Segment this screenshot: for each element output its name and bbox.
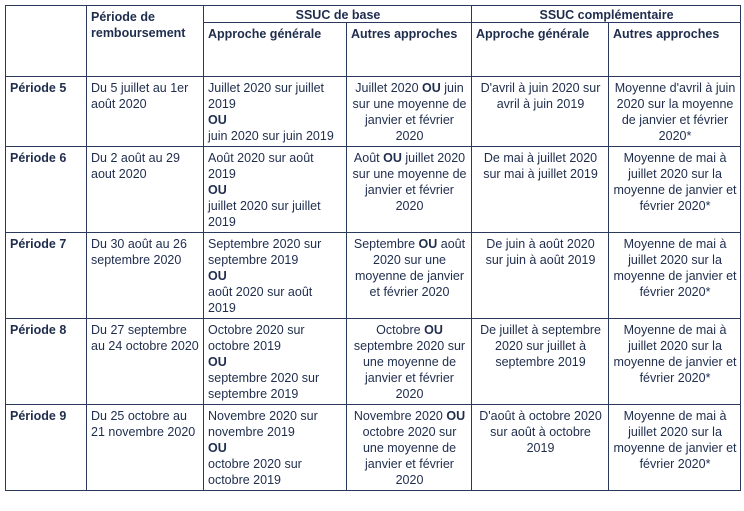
reimbursement-table-container: Période de remboursement SSUC de base SS… [5, 5, 742, 491]
base-general-option-a: Octobre 2020 sur octobre 2019 [208, 323, 305, 353]
base-autres-approches-header: Autres approches [345, 22, 473, 77]
period-dates: Du 2 août au 29 aout 2020 [86, 146, 204, 233]
comp-general-cell: De mai à juillet 2020 sur mai à juillet … [471, 146, 610, 233]
base-general-option-a: Novembre 2020 sur novembre 2019 [208, 409, 318, 439]
base-general-option-b: septembre 2020 sur septembre 2019 [208, 371, 320, 401]
comp-other-cell: Moyenne de mai à juillet 2020 sur la moy… [608, 404, 742, 491]
base-other-option-a: Octobre [376, 323, 421, 337]
or-keyword: OU [383, 151, 402, 165]
base-general-option-a: Juillet 2020 sur juillet 2019 [208, 81, 325, 111]
base-other-cell: Octobre OU septembre 2020 sur une moyenn… [345, 318, 473, 405]
ssuc-complementaire-header: SSUC complémentaire [471, 5, 742, 23]
row-label: Période 5 [5, 76, 87, 147]
base-general-option-a: Août 2020 sur août 2019 [208, 151, 314, 181]
base-other-option-b: juillet 2020 sur une moyenne de janvier … [352, 151, 467, 213]
corner-empty-cell [5, 5, 87, 77]
base-other-cell: Juillet 2020 OU juin sur une moyenne de … [345, 76, 473, 147]
row-label: Période 9 [5, 404, 87, 491]
comp-general-cell: D'avril à juin 2020 sur avril à juin 201… [471, 76, 610, 147]
or-keyword: OU [208, 355, 227, 369]
comp-general-cell: D'août à octobre 2020 sur août à octobre… [471, 404, 610, 491]
or-keyword: OU [208, 269, 227, 283]
comp-general-cell: De juillet à septembre 2020 sur juillet … [471, 318, 610, 405]
reimbursement-periods-table: Période de remboursement SSUC de base SS… [5, 5, 742, 491]
or-keyword: OU [208, 441, 227, 455]
period-dates: Du 25 octobre au 21 novembre 2020 [86, 404, 204, 491]
or-keyword: OU [424, 323, 443, 337]
base-other-option-b: octobre 2020 sur une moyenne de janvier … [362, 425, 457, 487]
base-general-cell: Octobre 2020 sur octobre 2019 OU septemb… [203, 318, 347, 405]
row-label: Période 7 [5, 232, 87, 319]
base-general-cell: Novembre 2020 sur novembre 2019 OU octob… [203, 404, 347, 491]
base-other-option-b: août 2020 sur une moyenne de janvier et … [354, 237, 466, 299]
base-general-option-b: août 2020 sur août 2019 [208, 285, 313, 315]
table-row-periode-6: Période 6 Du 2 août au 29 aout 2020 Août… [5, 146, 742, 233]
base-general-option-b: juillet 2020 sur juillet 2019 [208, 199, 321, 229]
row-label: Période 6 [5, 146, 87, 233]
base-general-cell: Août 2020 sur août 2019 OU juillet 2020 … [203, 146, 347, 233]
period-dates: Du 5 juillet au 1er août 2020 [86, 76, 204, 147]
base-other-option-b: septembre 2020 sur une moyenne de janvie… [353, 339, 466, 401]
table-row-periode-8: Période 8 Du 27 septembre au 24 octobre … [5, 318, 742, 405]
comp-approche-generale-header: Approche générale [471, 22, 610, 77]
base-other-option-a: Septembre [353, 237, 416, 251]
comp-other-cell: Moyenne de mai à juillet 2020 sur la moy… [608, 232, 742, 319]
base-general-option-b: octobre 2020 sur octobre 2019 [208, 457, 302, 487]
period-column-header: Période de remboursement [86, 5, 204, 77]
base-approche-generale-header: Approche générale [203, 22, 347, 77]
comp-autres-approches-header: Autres approches [608, 22, 742, 77]
or-keyword: OU [418, 237, 438, 251]
ssuc-base-header: SSUC de base [202, 5, 473, 23]
base-general-option-b: juin 2020 sur juin 2019 [208, 129, 334, 143]
base-general-cell: Juillet 2020 sur juillet 2019 OU juin 20… [203, 76, 347, 147]
base-other-cell: Novembre 2020 OU octobre 2020 sur une mo… [345, 404, 473, 491]
or-keyword: OU [422, 81, 441, 95]
comp-other-cell: Moyenne de mai à juillet 2020 sur la moy… [608, 318, 742, 405]
base-other-option-a: Août [353, 151, 380, 165]
base-other-option-a: Novembre 2020 [353, 409, 443, 423]
comp-other-cell: Moyenne de mai à juillet 2020 sur la moy… [608, 146, 742, 233]
comp-general-cell: De juin à août 2020 sur juin à août 2019 [471, 232, 610, 319]
base-other-option-a: Juillet 2020 [355, 81, 419, 95]
base-general-option-a: Septembre 2020 sur septembre 2019 [208, 237, 322, 267]
period-dates: Du 27 septembre au 24 octobre 2020 [86, 318, 204, 405]
or-keyword: OU [208, 183, 227, 197]
row-label: Période 8 [5, 318, 87, 405]
table-row-periode-5: Période 5 Du 5 juillet au 1er août 2020 … [5, 76, 742, 147]
table-row-periode-7: Période 7 Du 30 août au 26 septembre 202… [5, 232, 742, 319]
base-other-option-b: juin sur une moyenne de janvier et févri… [352, 81, 467, 143]
period-dates: Du 30 août au 26 septembre 2020 [86, 232, 204, 319]
comp-other-cell: Moyenne d'avril à juin 2020 sur la moyen… [608, 76, 742, 147]
or-keyword: OU [446, 409, 466, 423]
or-keyword: OU [208, 113, 227, 127]
base-other-cell: Septembre OU août 2020 sur une moyenne d… [345, 232, 473, 319]
table-row-periode-9: Période 9 Du 25 octobre au 21 novembre 2… [5, 404, 742, 491]
base-general-cell: Septembre 2020 sur septembre 2019 OU aoû… [203, 232, 347, 319]
base-other-cell: Août OU juillet 2020 sur une moyenne de … [345, 146, 473, 233]
